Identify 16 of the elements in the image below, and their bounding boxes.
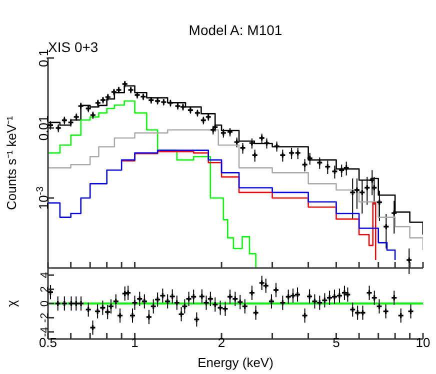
x-tick-label: 2: [218, 335, 226, 350]
y-tick-label: 2: [39, 286, 51, 292]
y-tick-label: 4: [39, 272, 51, 278]
y-tick-label: -2: [39, 312, 51, 323]
y-axis-title: Counts s⁻¹ keV⁻¹: [4, 115, 19, 210]
x-axis-title: Energy (keV): [198, 355, 274, 370]
x-tick-label: 0.5: [38, 335, 58, 350]
x-tick-label: 5: [332, 335, 340, 350]
y-tick-label: -4: [39, 327, 51, 337]
x-tick-label: 10: [416, 335, 430, 350]
y-axis-title: χ: [4, 300, 19, 307]
x-tick-label: 1: [131, 335, 138, 350]
y-tick-label: 0: [39, 300, 51, 307]
y-tick-label: 0.01: [36, 115, 51, 141]
text: XIS 0+3: [48, 39, 98, 55]
chart-title: Model A: M101: [188, 22, 284, 38]
